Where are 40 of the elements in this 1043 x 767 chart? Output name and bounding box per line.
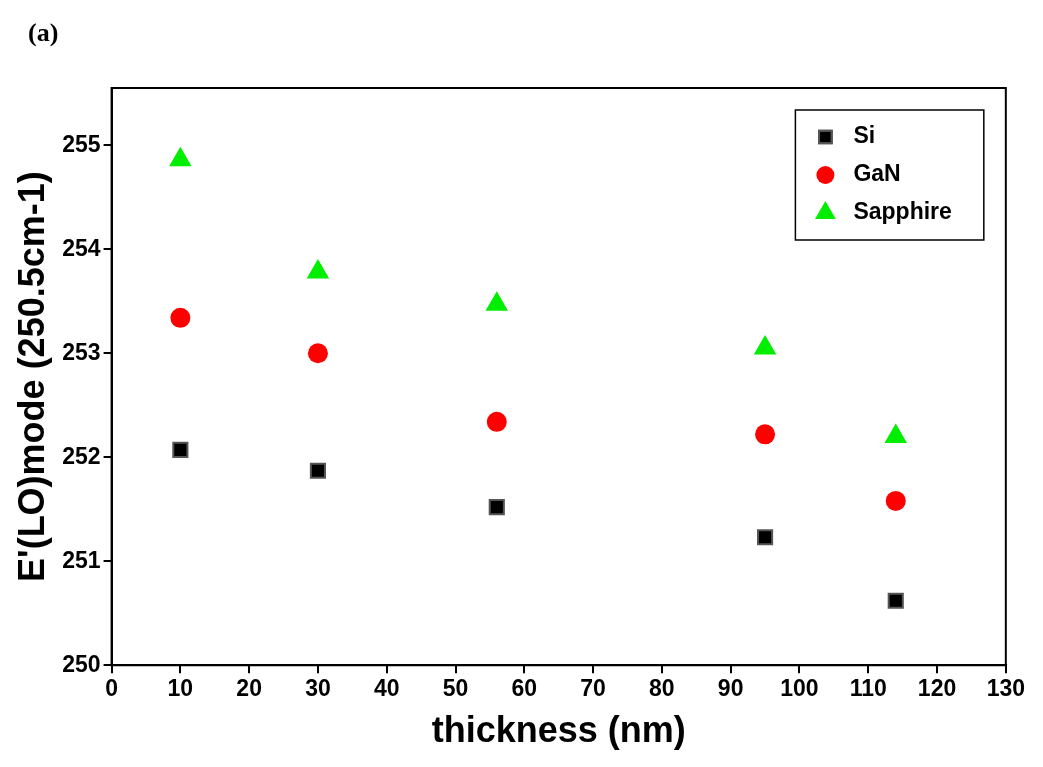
x-tick-label: 70: [580, 675, 606, 702]
x-tick-label: 130: [986, 675, 1025, 702]
x-tick-label: 110: [849, 675, 887, 702]
point: [486, 411, 507, 432]
point: [170, 307, 191, 328]
point: [169, 146, 192, 167]
x-tick-label: 40: [373, 675, 400, 702]
y-tick-label: 251: [62, 546, 101, 573]
x-tick-label: 120: [917, 675, 957, 702]
x-tick-label: 20: [236, 675, 262, 702]
point: [887, 592, 904, 609]
point: [306, 259, 330, 279]
point: [172, 441, 189, 458]
x-tick-label: 30: [305, 675, 331, 702]
y-tick-label: 250: [62, 650, 101, 677]
legend-label: Si: [853, 122, 876, 149]
y-tick-label: 255: [62, 130, 101, 157]
point: [488, 499, 505, 516]
point: [885, 490, 906, 511]
x-axis-title: thickness (nm): [431, 709, 686, 751]
x-tick-label: 10: [167, 675, 194, 702]
point: [753, 335, 777, 355]
text: (a): [28, 18, 59, 48]
legend-label: Sapphire: [853, 198, 952, 225]
y-tick-label: 252: [62, 442, 101, 469]
point: [756, 529, 774, 546]
x-tick-label: 90: [717, 675, 744, 702]
point: [309, 462, 327, 479]
point: [755, 424, 776, 445]
point: [307, 343, 328, 364]
x-tick-label: 80: [649, 675, 675, 702]
x-tick-label: 50: [442, 675, 469, 702]
y-tick-label: 253: [62, 338, 101, 365]
legend-label: GaN: [853, 160, 901, 187]
y-tick-label: 254: [62, 234, 101, 261]
x-tick-label: 100: [780, 675, 819, 702]
point: [485, 291, 509, 311]
x-tick-label: 60: [511, 675, 538, 702]
x-tick-label: 0: [105, 675, 118, 702]
y-axis-title: E'(LO)mode (250.5cm-1): [10, 171, 52, 582]
